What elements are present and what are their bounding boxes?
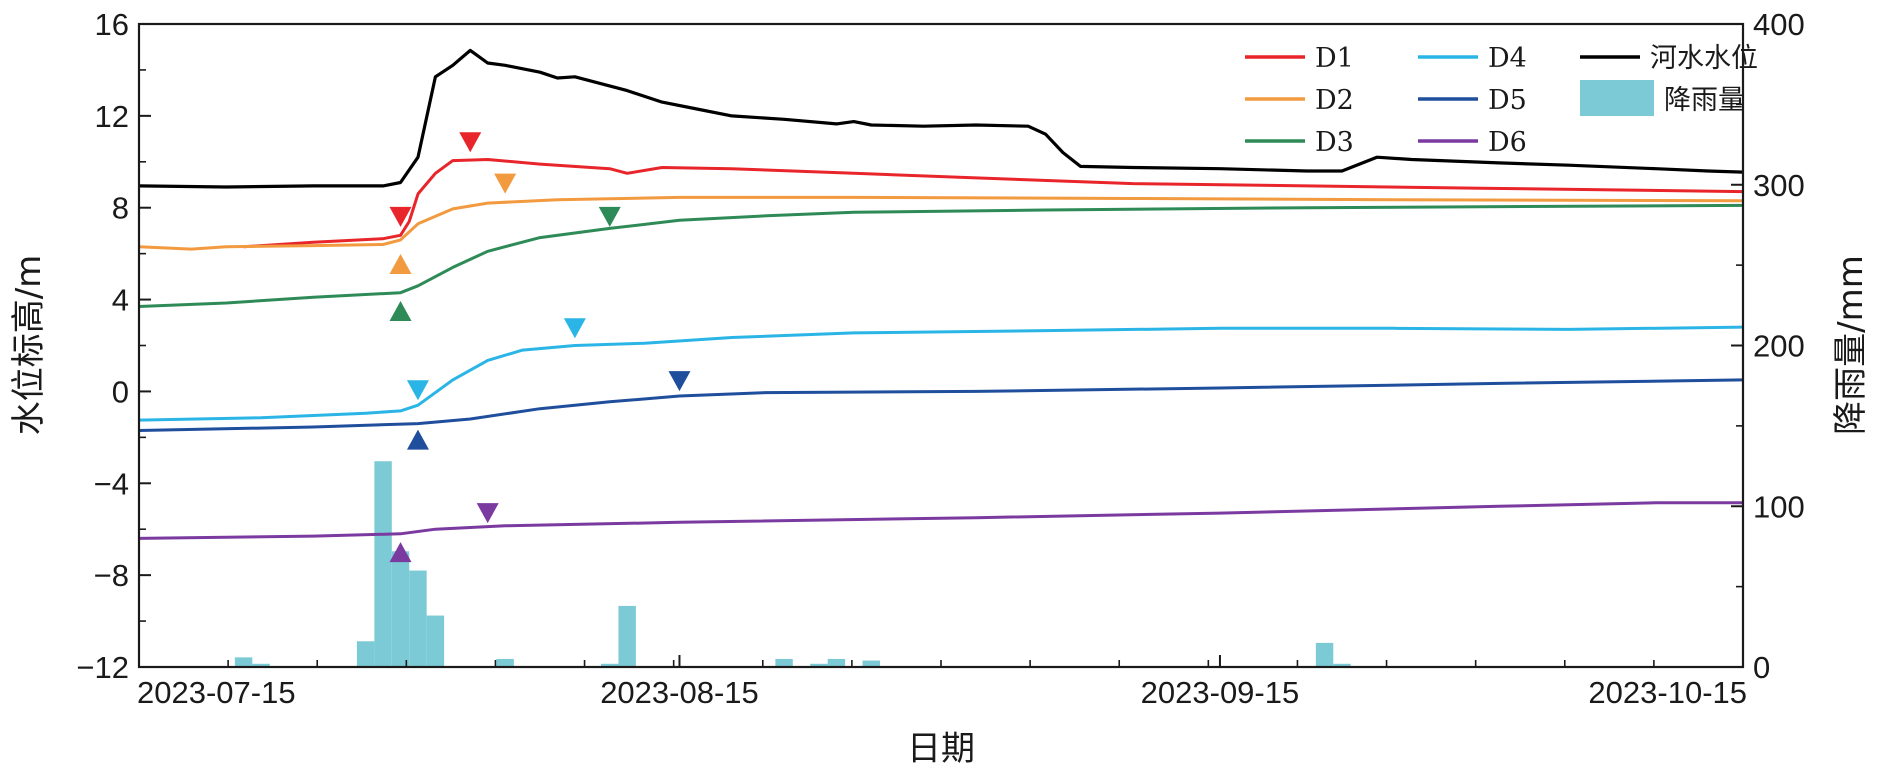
y-axis-title: 水位标高/m [9, 255, 49, 436]
rainfall-bars [234, 461, 1351, 667]
marker-D1-down [389, 206, 412, 227]
rainfall-bar [409, 570, 427, 667]
y-tick-label: −12 [76, 650, 129, 685]
marker-D6-up [389, 542, 412, 563]
y-tick-label: −8 [94, 558, 129, 593]
marker-D4-down [563, 318, 586, 339]
legend-label: D1 [1315, 43, 1354, 74]
series-line-D3 [138, 203, 1744, 308]
rainfall-bar [1333, 663, 1351, 667]
rainfall-bar [810, 663, 828, 667]
rainfall-bar [827, 658, 846, 667]
y-tick-label: −4 [94, 466, 129, 501]
x-tick-label: 2023-09-15 [1141, 675, 1300, 710]
series-line-河水水位 [138, 48, 1744, 189]
series-line-D2 [138, 195, 1744, 251]
rainfall-bar [234, 657, 253, 667]
rainfall-bar [252, 663, 270, 667]
marker-D2-up [389, 253, 412, 274]
marker-D3-up [389, 301, 412, 322]
x-tick-label: 2023-10-15 [1588, 675, 1747, 710]
y-tick-label: 4 [112, 283, 129, 318]
y2-tick-label: 300 [1753, 168, 1805, 203]
turning-point-markers [389, 132, 691, 563]
y-tick-label: 8 [112, 191, 129, 226]
marker-D2-down [494, 173, 517, 194]
legend-label: D5 [1488, 85, 1527, 116]
series-line-D5 [138, 378, 1744, 432]
legend-label: 降雨量 [1664, 85, 1745, 116]
marker-D5-up [406, 429, 429, 450]
series-line-D4 [138, 325, 1744, 422]
series-line-D6 [138, 501, 1743, 540]
marker-D3-down [598, 206, 621, 227]
y2-tick-label: 100 [1753, 489, 1805, 524]
y2-tick-label: 0 [1753, 650, 1770, 685]
rainfall-bar [618, 605, 636, 667]
marker-D6-down [476, 503, 499, 524]
y2-tick-label: 400 [1753, 7, 1805, 42]
x-tick-label: 2023-08-15 [600, 675, 759, 710]
legend-label: D4 [1488, 43, 1527, 74]
legend-label: D2 [1315, 85, 1354, 116]
rainfall-bar [426, 615, 445, 667]
x-tick-label: 2023-07-15 [137, 675, 296, 710]
y2-tick-label: 200 [1753, 329, 1805, 364]
x-axis-title: 日期 [907, 729, 975, 769]
series-line-D1 [243, 158, 1744, 249]
rainfall-bar [775, 658, 793, 667]
legend-label: 河水水位 [1650, 43, 1758, 74]
rainfall-bar [601, 663, 619, 667]
y-tick-label: 16 [95, 7, 129, 42]
legend-label: D3 [1315, 127, 1354, 158]
legend-label: D6 [1488, 127, 1527, 158]
y-tick-label: 12 [95, 99, 129, 134]
legend-swatch-patch [1580, 80, 1654, 116]
rainfall-bar [356, 641, 375, 667]
rainfall-bar [496, 658, 514, 667]
rainfall-bar [862, 660, 880, 667]
y-tick-label: 0 [112, 374, 129, 409]
marker-D1-down [459, 132, 482, 153]
series-lines [138, 48, 1744, 540]
rainfall-bar [374, 461, 392, 667]
y2-axis-title: 降雨量/mm [1831, 255, 1871, 435]
rainfall-bar [1315, 642, 1334, 667]
axes: 16 12 8 4 0 −4 −8 −12 400 300 200 100 0 2023-07-15 202… [76, 7, 1804, 710]
marker-D5-down [668, 371, 691, 392]
marker-D4-down [406, 380, 429, 401]
rainfall-bar [391, 551, 410, 667]
